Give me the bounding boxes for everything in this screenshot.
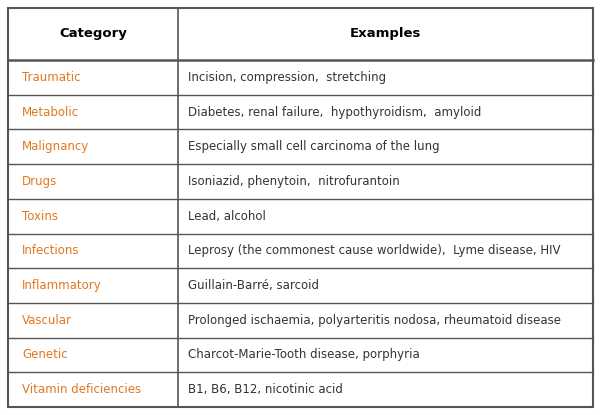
Text: Category: Category [59,27,127,41]
Text: Vitamin deficiencies: Vitamin deficiencies [22,383,141,396]
Text: Traumatic: Traumatic [22,71,81,84]
Text: Infections: Infections [22,244,79,257]
Text: Diabetes, renal failure,  hypothyroidism,  amyloid: Diabetes, renal failure, hypothyroidism,… [188,105,481,119]
Text: Genetic: Genetic [22,349,68,361]
Text: Isoniazid, phenytoin,  nitrofurantoin: Isoniazid, phenytoin, nitrofurantoin [188,175,400,188]
Text: Examples: Examples [350,27,421,41]
Text: Lead, alcohol: Lead, alcohol [188,210,266,223]
Text: Especially small cell carcinoma of the lung: Especially small cell carcinoma of the l… [188,140,440,153]
Text: Drugs: Drugs [22,175,57,188]
Text: Malignancy: Malignancy [22,140,90,153]
Text: Prolonged ischaemia, polyarteritis nodosa, rheumatoid disease: Prolonged ischaemia, polyarteritis nodos… [188,314,561,327]
Text: Inflammatory: Inflammatory [22,279,102,292]
Text: Toxins: Toxins [22,210,58,223]
Text: Vascular: Vascular [22,314,72,327]
Text: Metabolic: Metabolic [22,105,79,119]
Text: Leprosy (the commonest cause worldwide),  Lyme disease, HIV: Leprosy (the commonest cause worldwide),… [188,244,561,257]
Text: Guillain-Barré, sarcoid: Guillain-Barré, sarcoid [188,279,319,292]
Text: Charcot-Marie-Tooth disease, porphyria: Charcot-Marie-Tooth disease, porphyria [188,349,420,361]
Text: Incision, compression,  stretching: Incision, compression, stretching [188,71,386,84]
Text: B1, B6, B12, nicotinic acid: B1, B6, B12, nicotinic acid [188,383,343,396]
